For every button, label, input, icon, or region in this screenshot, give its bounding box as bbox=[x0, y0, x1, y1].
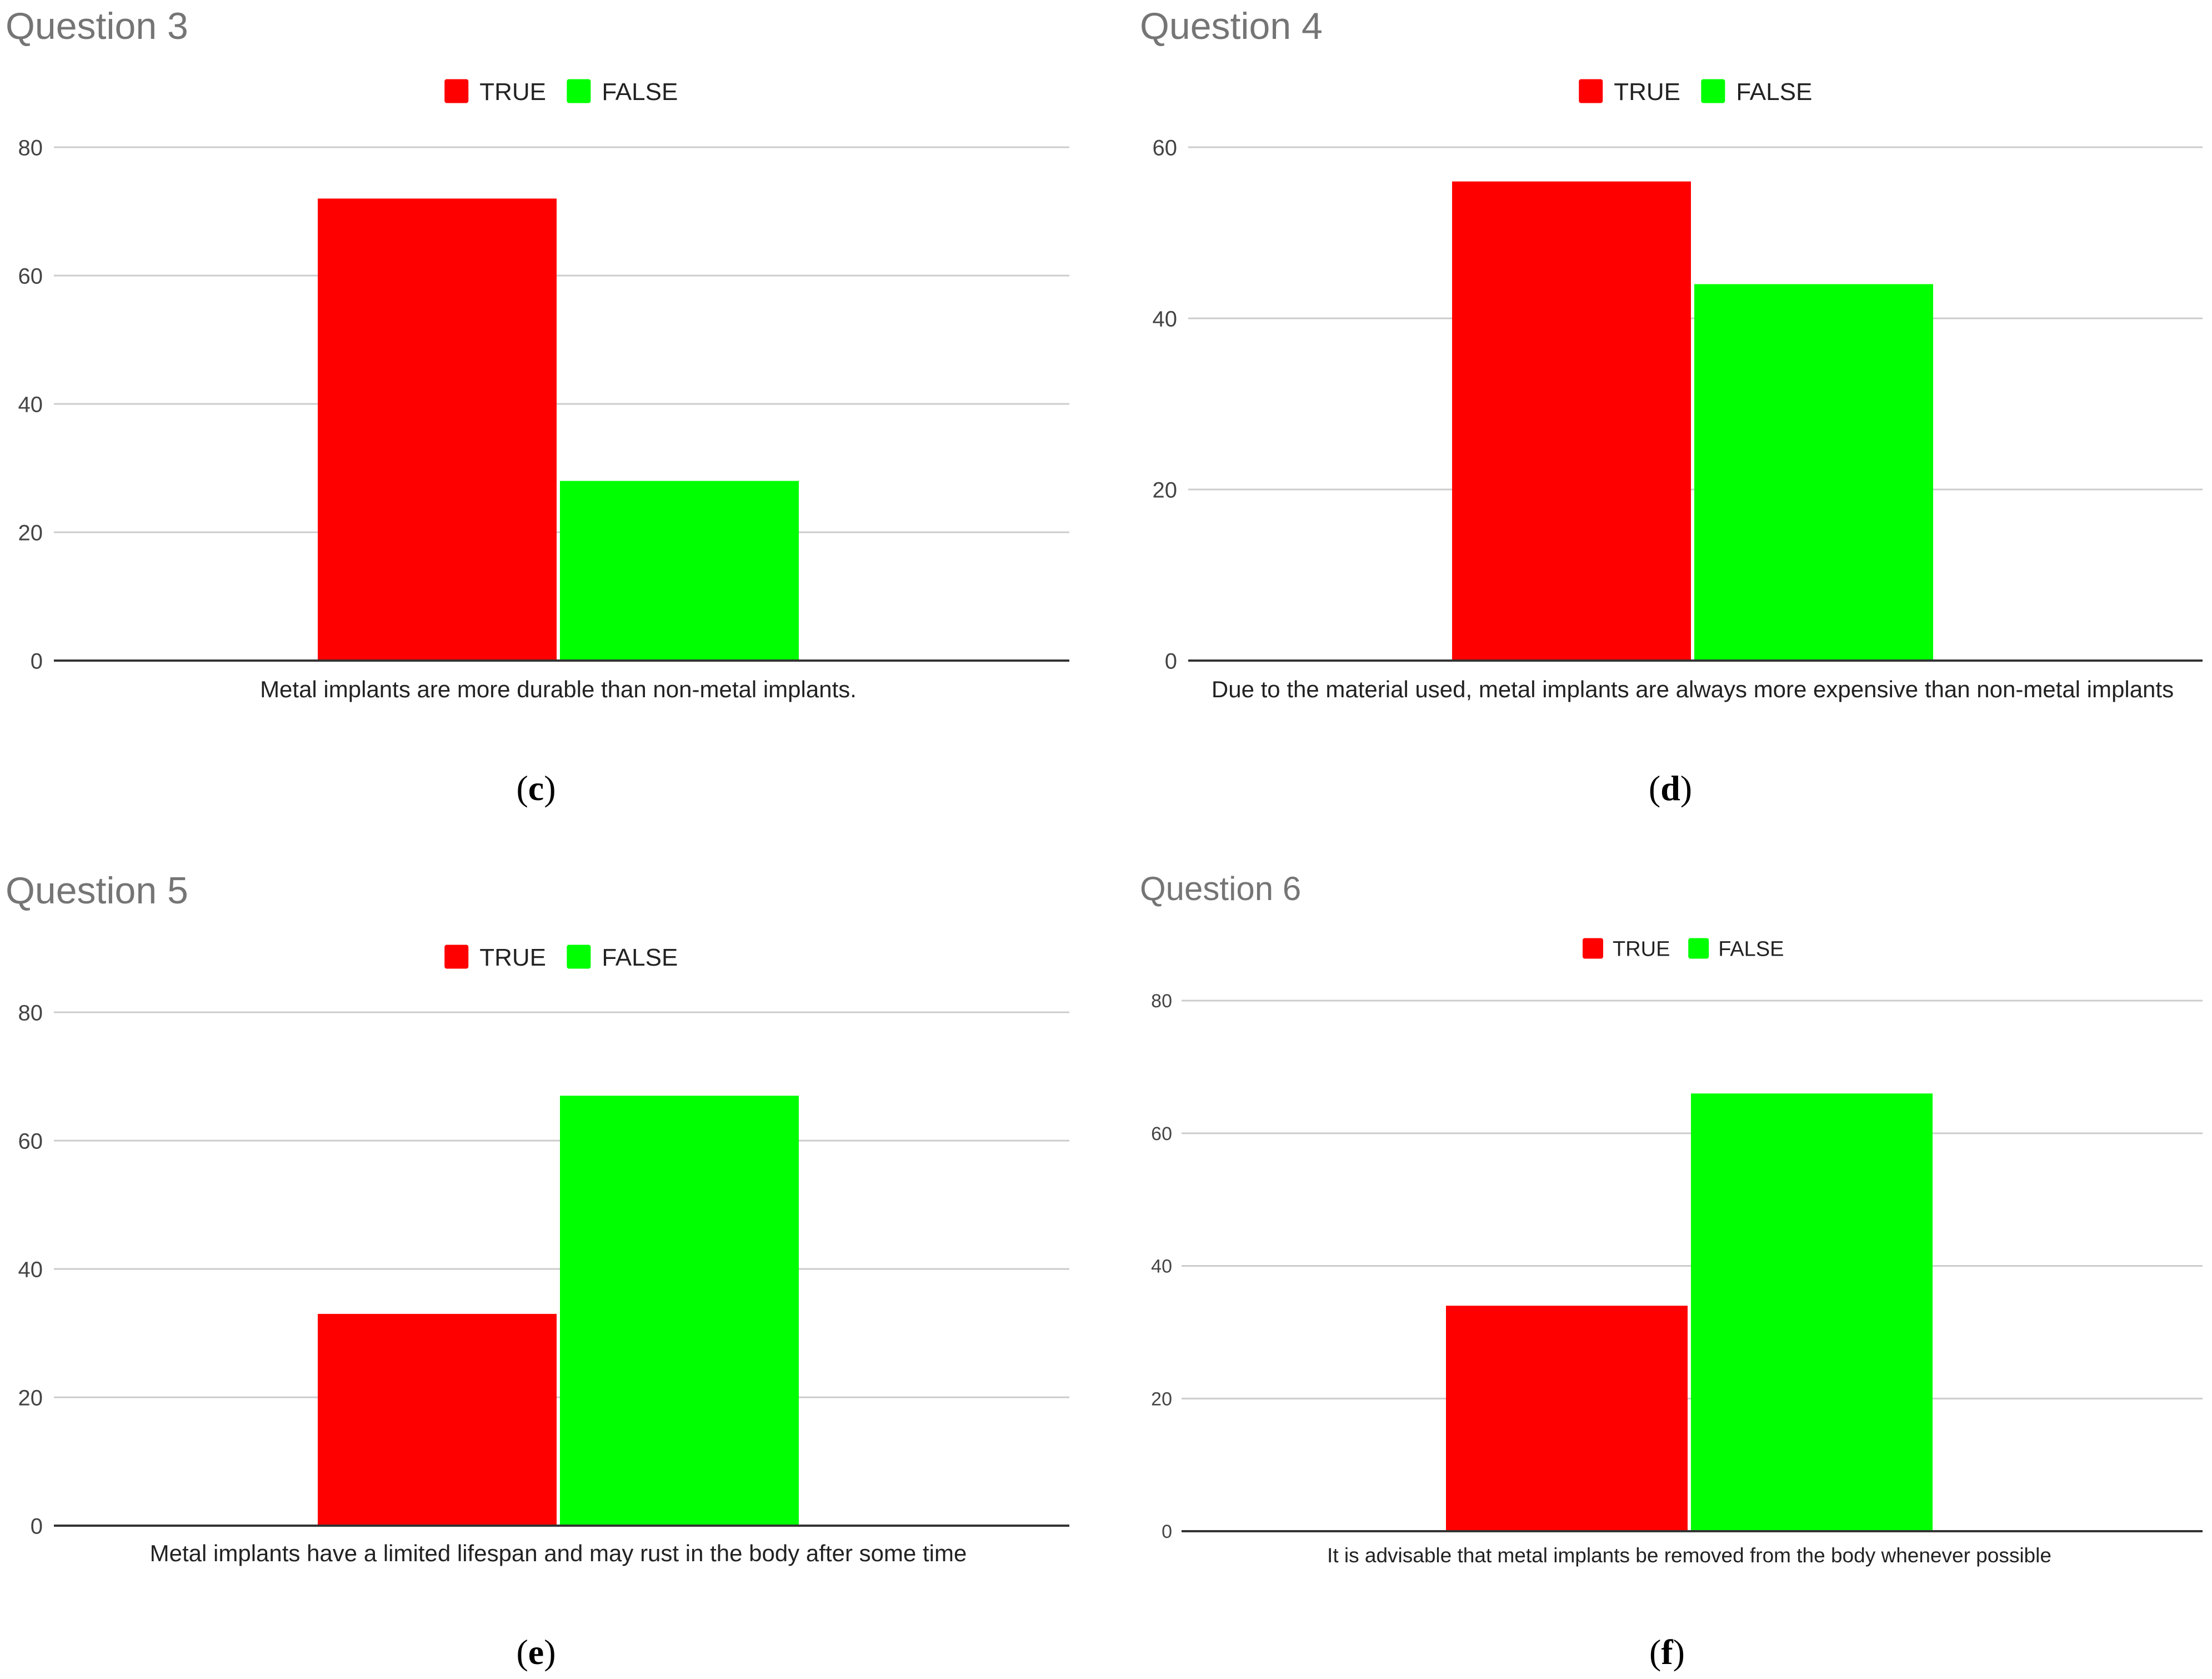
panel-label: (c) bbox=[516, 768, 555, 808]
x-category-label: Due to the material used, metal implants… bbox=[1212, 676, 2174, 702]
bar-true bbox=[1452, 181, 1691, 661]
bar-false bbox=[560, 1096, 799, 1526]
legend-swatch-true bbox=[444, 945, 469, 969]
chart-title: Question 6 bbox=[1140, 870, 1301, 907]
y-tick-label: 0 bbox=[1165, 649, 1177, 673]
legend-label-false: FALSE bbox=[1718, 938, 1784, 961]
bar-true bbox=[318, 198, 557, 661]
legend-swatch-false bbox=[567, 945, 591, 969]
chart-title: Question 4 bbox=[1140, 5, 1323, 47]
chart-panel-d: Question 4 TRUE FALSE 0 20 40 60 Due to the mat… bbox=[1140, 5, 2203, 808]
x-category-label: Metal implants have a limited lifespan a… bbox=[150, 1540, 967, 1566]
y-tick-label: 40 bbox=[18, 392, 43, 417]
legend: TRUE FALSE bbox=[444, 78, 678, 106]
y-tick-label: 40 bbox=[18, 1257, 43, 1282]
y-tick-label: 60 bbox=[1153, 136, 1178, 160]
y-tick-label: 0 bbox=[1162, 1521, 1172, 1542]
y-tick-label: 20 bbox=[1153, 478, 1178, 502]
bar-true bbox=[1446, 1306, 1688, 1531]
legend-label-true: TRUE bbox=[479, 78, 546, 106]
x-category-label: It is advisable that metal implants be r… bbox=[1327, 1544, 2051, 1567]
y-tick-label: 0 bbox=[31, 649, 43, 673]
y-tick-label: 20 bbox=[18, 521, 43, 545]
y-tick-label: 60 bbox=[1151, 1123, 1172, 1145]
y-tick-label: 80 bbox=[18, 1001, 43, 1025]
y-tick-label: 60 bbox=[18, 264, 43, 288]
legend: TRUE FALSE bbox=[1579, 78, 1812, 106]
legend-swatch-true bbox=[1579, 79, 1603, 103]
legend-label-true: TRUE bbox=[1613, 938, 1670, 961]
chart-panel-f: Question 6 TRUE FALSE 0 20 40 60 80 It is advisa… bbox=[1140, 870, 2203, 1672]
bar-false bbox=[1694, 284, 1933, 661]
y-tick-label: 40 bbox=[1151, 1256, 1172, 1277]
y-tick-label: 20 bbox=[1151, 1388, 1172, 1410]
panel-label: (d) bbox=[1649, 768, 1692, 808]
legend-swatch-true bbox=[1582, 938, 1603, 959]
y-tick-label: 20 bbox=[18, 1386, 43, 1410]
y-tick-label: 60 bbox=[18, 1129, 43, 1153]
bar-false bbox=[560, 481, 799, 661]
legend-swatch-false bbox=[1701, 79, 1725, 103]
legend: TRUE FALSE bbox=[1582, 938, 1784, 961]
legend-swatch-false bbox=[1688, 938, 1709, 959]
panel-label: (f) bbox=[1649, 1632, 1685, 1672]
chart-panel-e: Question 5 TRUE FALSE 0 20 40 60 80 Metal implan… bbox=[6, 870, 1069, 1672]
x-category-label: Metal implants are more durable than non… bbox=[260, 676, 857, 702]
legend-label-false: FALSE bbox=[602, 78, 678, 106]
legend-swatch-true bbox=[444, 79, 469, 103]
legend-label-true: TRUE bbox=[479, 944, 546, 971]
chart-panel-c: Question 3 TRUE FALSE 0 20 40 60 80 Metal implan… bbox=[6, 5, 1069, 808]
chart-title: Question 5 bbox=[6, 870, 188, 912]
legend-label-false: FALSE bbox=[602, 944, 678, 971]
panel-label: (e) bbox=[516, 1632, 555, 1672]
legend: TRUE FALSE bbox=[444, 944, 678, 971]
bar-false bbox=[1691, 1093, 1933, 1531]
bar-true bbox=[318, 1313, 557, 1526]
legend-label-true: TRUE bbox=[1614, 78, 1680, 106]
legend-label-false: FALSE bbox=[1736, 78, 1812, 106]
y-tick-label: 0 bbox=[31, 1514, 43, 1538]
legend-swatch-false bbox=[567, 79, 591, 103]
y-tick-label: 80 bbox=[1151, 991, 1172, 1012]
y-tick-label: 80 bbox=[18, 136, 43, 160]
chart-title: Question 3 bbox=[6, 5, 188, 47]
y-tick-label: 40 bbox=[1153, 307, 1178, 331]
